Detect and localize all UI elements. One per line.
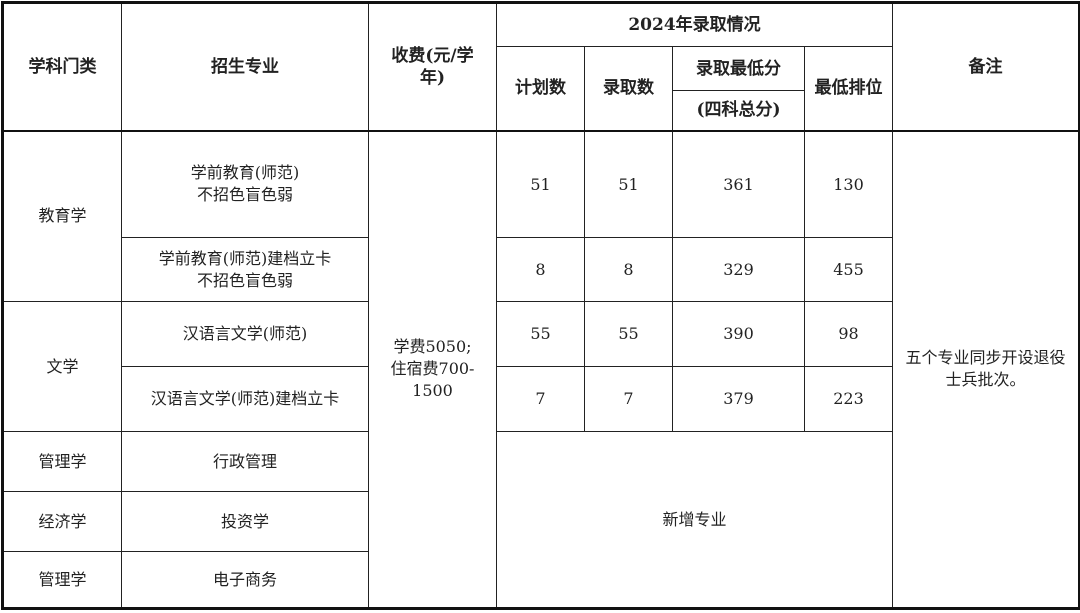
header-remark: 备注 [892, 2, 1080, 132]
min-rank-cell: 130 [803, 130, 894, 238]
table-row: 学前教育(师范)建档立卡 不招色盲色弱 8 8 329 455 [3, 237, 1080, 302]
header-major: 招生专业 [121, 2, 369, 132]
table-row: 管理学 电子商务 [2, 551, 1080, 609]
admitted-cell: 51 [584, 130, 673, 238]
major-cell: 学前教育(师范)建档立卡 不招色盲色弱 [121, 237, 369, 302]
header-min-score-sub: (四科总分) [672, 90, 805, 132]
major-cell: 学前教育(师范) 不招色盲色弱 [121, 130, 369, 238]
category-cell: 管理学 [2, 431, 122, 492]
min-score-cell: 329 [672, 237, 805, 302]
major-cell: 电子商务 [121, 551, 369, 609]
table-row: 管理学 行政管理 新增专业 [2, 431, 1080, 609]
admitted-cell: 8 [584, 237, 673, 302]
major-cell: 投资学 [121, 491, 369, 552]
min-rank-cell: 455 [803, 237, 894, 302]
header-fee: 收费(元/学年) [368, 2, 497, 132]
table-row: 汉语言文学(师范)建档立卡 7 7 379 223 [3, 366, 1080, 432]
table-row: 文学 汉语言文学(师范) 55 55 390 98 [2, 301, 1080, 432]
fee-cell: 学费5050; 住宿费700- 1500 [368, 130, 497, 609]
plan-cell: 8 [496, 237, 585, 302]
plan-cell: 7 [496, 366, 585, 432]
category-cell: 经济学 [2, 491, 122, 552]
min-score-cell: 390 [672, 301, 805, 367]
min-score-cell: 361 [672, 130, 805, 238]
min-rank-cell: 98 [803, 301, 894, 367]
major-cell: 汉语言文学(师范) [121, 301, 369, 367]
header-plan: 计划数 [496, 46, 585, 132]
header-admitted: 录取数 [584, 46, 673, 132]
category-cell: 管理学 [2, 551, 122, 609]
admitted-cell: 7 [584, 366, 673, 432]
header-year-group: 2024年录取情况 [495, 2, 894, 47]
min-score-cell: 379 [672, 366, 805, 432]
table-row: 经济学 投资学 [2, 491, 1080, 552]
major-cell: 汉语言文学(师范)建档立卡 [121, 366, 369, 432]
header-min-score: 录取最低分 [672, 46, 805, 91]
category-cell: 教育学 [2, 130, 122, 302]
table-row: 教育学 学前教育(师范) 不招色盲色弱 学费5050; 住宿费700- 1500… [2, 130, 1080, 609]
min-rank-cell: 223 [803, 366, 894, 432]
header-min-rank: 最低排位 [803, 46, 894, 132]
major-cell: 行政管理 [121, 431, 369, 492]
category-cell: 文学 [2, 301, 122, 432]
remark-cell: 五个专业同步开设退役士兵批次。 [892, 130, 1080, 609]
plan-cell: 55 [496, 301, 585, 367]
header-category: 学科门类 [2, 2, 122, 132]
plan-cell: 51 [496, 130, 585, 238]
admitted-cell: 55 [584, 301, 673, 367]
new-major-cell: 新增专业 [495, 431, 894, 609]
